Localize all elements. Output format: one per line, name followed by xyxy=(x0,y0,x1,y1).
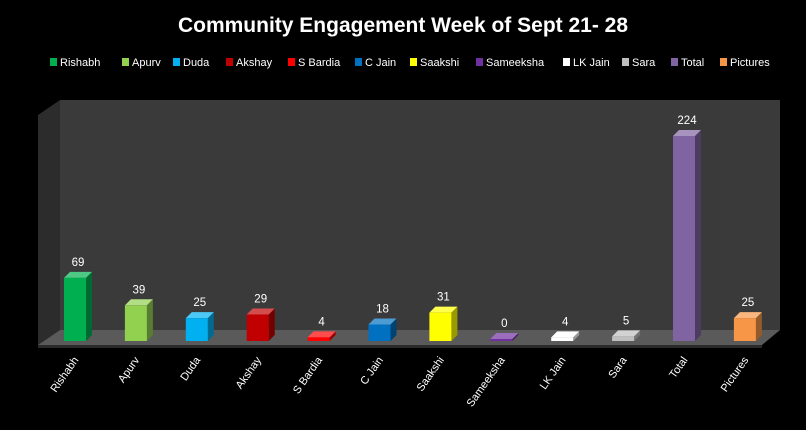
bar-value-label: 69 xyxy=(72,257,85,269)
legend-swatch xyxy=(563,58,570,66)
bar xyxy=(733,312,762,341)
value-labels: 69 39 25 29 4 18 31 0 4 5 224 25 xyxy=(72,115,755,330)
bar-value-label: 31 xyxy=(437,292,450,304)
bar xyxy=(368,318,397,341)
bar xyxy=(124,299,153,341)
legend-swatch xyxy=(288,58,295,66)
legend-label: Saakshi xyxy=(420,57,459,69)
bar xyxy=(429,306,458,341)
bar xyxy=(64,271,92,341)
legend: Rishabh Apurv Duda Akshay S Bardia C Jain Saak… xyxy=(50,57,770,69)
bar xyxy=(246,308,275,341)
legend-swatch xyxy=(122,58,129,66)
legend-label: Pictures xyxy=(730,57,770,69)
legend-swatch xyxy=(355,58,362,66)
legend-swatch xyxy=(671,58,678,66)
bar-value-label: 29 xyxy=(254,293,267,305)
bar-value-label: 18 xyxy=(376,304,389,316)
legend-label: Rishabh xyxy=(60,57,100,69)
plot-back-wall xyxy=(60,100,780,330)
plot-floor xyxy=(38,330,780,345)
legend-swatch xyxy=(226,58,233,66)
legend-label: Akshay xyxy=(236,57,273,69)
bar-value-label: 4 xyxy=(562,316,569,328)
legend-swatch xyxy=(50,58,57,66)
legend-label: Sameeksha xyxy=(486,57,545,69)
bar xyxy=(490,333,519,341)
bar xyxy=(673,130,701,341)
bar xyxy=(307,331,336,341)
bar-value-label: 5 xyxy=(623,315,629,327)
legend-label: Apurv xyxy=(132,57,161,69)
legend-swatch xyxy=(476,58,483,66)
legend-label: LK Jain xyxy=(573,57,610,69)
plot-side-wall xyxy=(38,100,60,345)
bar-value-label: 25 xyxy=(193,297,206,309)
legend-label: S Bardia xyxy=(298,57,341,69)
legend-label: Duda xyxy=(183,57,210,69)
legend-swatch xyxy=(622,58,629,66)
bars xyxy=(64,130,762,341)
bar xyxy=(185,312,214,341)
legend-label: Total xyxy=(681,57,704,69)
plot-floor-edge xyxy=(38,345,762,348)
bar-value-label: 4 xyxy=(318,316,325,328)
bar-value-label: 0 xyxy=(501,318,507,330)
legend-label: C Jain xyxy=(365,57,396,69)
legend-label: Sara xyxy=(632,57,656,69)
legend-swatch xyxy=(720,58,727,66)
bar-value-label: 25 xyxy=(742,297,755,309)
legend-swatch xyxy=(410,58,417,66)
bar-value-label: 224 xyxy=(677,115,697,127)
bar xyxy=(551,331,580,341)
plot-area xyxy=(38,100,780,348)
bar-value-label: 39 xyxy=(133,284,146,296)
chart-title: Community Engagement Week of Sept 21- 28 xyxy=(178,14,628,37)
legend-swatch xyxy=(173,58,180,66)
bar xyxy=(612,330,641,341)
